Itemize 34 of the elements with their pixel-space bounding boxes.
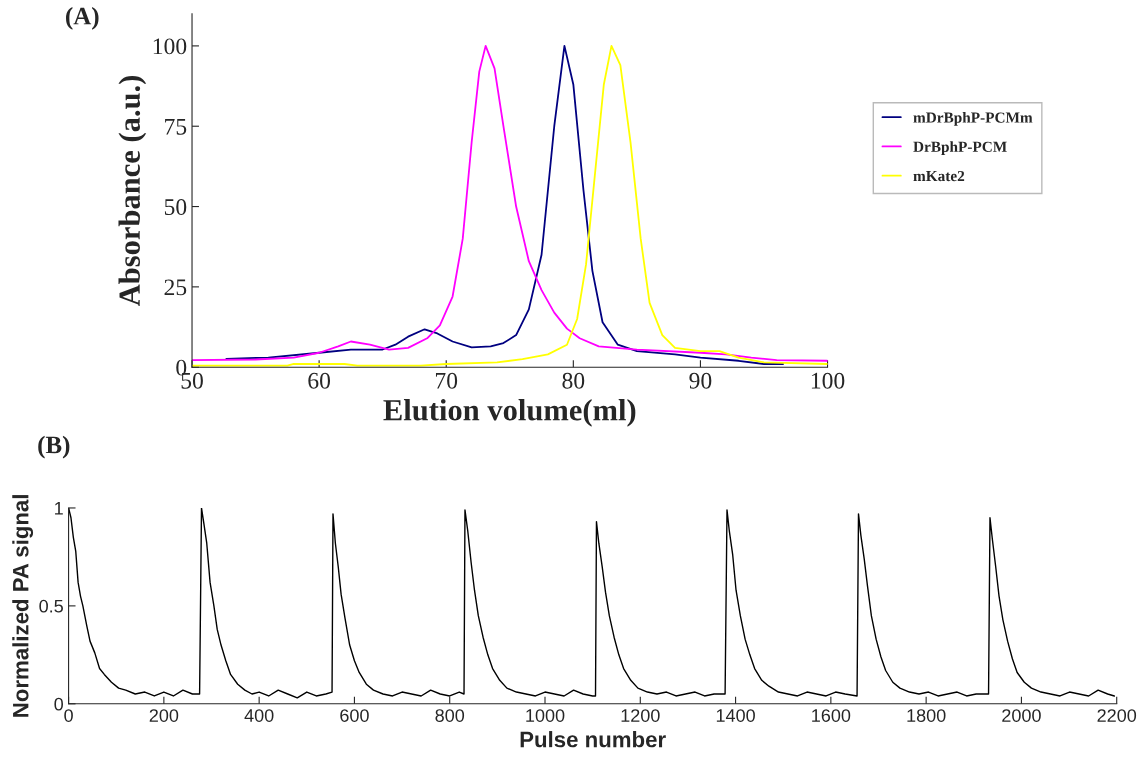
legend-label: mDrBphP-PCMm [913, 111, 1033, 126]
x-tick-label: 2200 [1097, 709, 1137, 722]
x-tick-label: 600 [340, 709, 369, 722]
x-tick-label: 1000 [526, 709, 565, 722]
x-tick-label: 70 [435, 372, 458, 389]
chart-title: (B) [38, 435, 70, 459]
x-tick-label: 60 [308, 372, 331, 389]
legend-label: DrBphP-PCM [913, 141, 1007, 156]
x-tick-label: 1200 [621, 709, 660, 722]
x-tick-label: 2000 [1002, 709, 1041, 722]
x-tick-label: 200 [149, 709, 179, 722]
legend-label: mKate2 [913, 170, 965, 182]
x-tick-label: 80 [562, 372, 585, 389]
chart-title: (A) [66, 7, 99, 30]
x-tick-label: 0 [64, 709, 73, 722]
x-axis-title: Elution volume(ml) [383, 399, 636, 427]
x-tick-label: 1400 [716, 709, 755, 722]
y-tick-label: 50 [164, 199, 187, 215]
y-tick-label: 0.5 [39, 599, 63, 613]
x-tick-label: 1600 [812, 709, 851, 722]
x-tick-label: 100 [811, 372, 845, 389]
x-tick-label: 400 [244, 709, 274, 722]
y-tick-label: 0 [54, 697, 64, 711]
y-tick-label: 75 [165, 118, 187, 135]
y-axis-title: Absorbance (a.u.) [118, 75, 147, 307]
x-tick-label: 90 [689, 372, 712, 389]
x-axis-title: Pulse number [520, 731, 666, 748]
line-series [68, 507, 1116, 699]
y-tick-label: 100 [153, 38, 187, 55]
y-tick-label: 25 [164, 279, 187, 296]
x-tick-label: 800 [435, 709, 465, 722]
y-tick-label: 1 [55, 502, 63, 515]
x-tick-label: 1800 [907, 709, 946, 722]
y-axis-title: Normalized PA signal [12, 495, 34, 717]
